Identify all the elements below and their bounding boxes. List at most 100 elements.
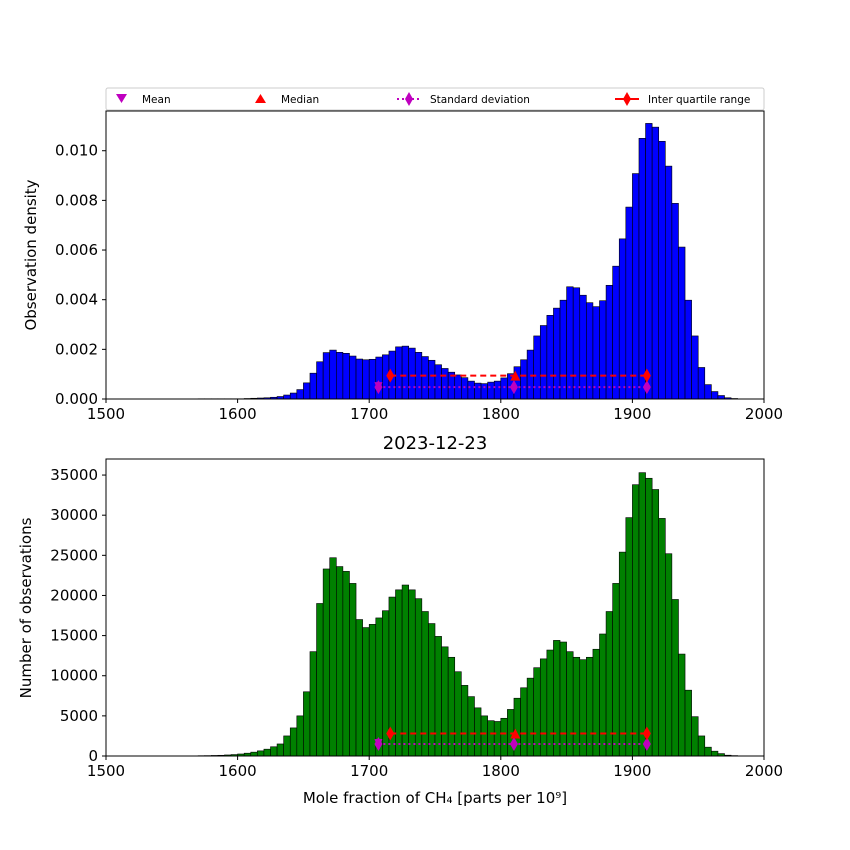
density-bar [711,391,719,400]
count-bar [414,598,423,757]
density-summary-stats [374,368,651,395]
density-bar [625,206,633,400]
count-x-tick-label: 1600 [219,762,257,780]
count-bar [362,627,370,757]
density-bar [645,123,653,400]
density-iqr-marker [386,368,395,383]
density-bar [303,382,311,400]
count-y-tick-label: 5000 [60,707,98,725]
density-iqr-marker [642,368,651,383]
count-bar [355,619,363,757]
legend-entry-inter-quartile-range: Inter quartile range [615,92,750,106]
density-bar [283,394,291,400]
density-bar [605,284,613,400]
count-bar [566,651,574,757]
density-bar [572,287,581,400]
legend: Mean Median Standard deviation Inter qua… [105,87,765,111]
count-axes-frame [105,458,765,757]
count-x-axis-label: Mole fraction of CH₄ [parts per 10⁹] [303,789,567,807]
legend-label-standard-deviation: Standard deviation [430,94,530,106]
count-bar [618,551,627,757]
count-bar [658,518,666,757]
count-bar [487,720,495,757]
density-bar [678,246,686,400]
count-x-tick-label: 1800 [482,762,520,780]
density-bar [474,382,482,400]
count-y-tick-label: 15000 [50,627,98,645]
median-marker-icon [255,94,266,103]
density-x-tick-label: 2000 [745,405,783,423]
density-bar [579,294,587,400]
count-bar [467,696,475,757]
count-y-axis-label: Number of observations [17,517,35,698]
count-bar [250,751,258,757]
count-bar [447,656,456,757]
std-marker-icon [405,92,413,106]
count-y-tick-label: 25000 [50,546,98,564]
count-std-center-marker [509,736,518,751]
count-bar [520,687,528,757]
legend-entry-standard-deviation: Standard deviation [397,92,530,106]
density-mean-marker [374,382,383,393]
density-bar [533,335,541,400]
density-bar [599,300,607,400]
count-bar [263,748,271,757]
density-y-tick-label: 0.008 [55,191,98,209]
count-bar [704,746,712,757]
count-y-tick-label: 30000 [50,506,98,524]
density-bar [335,352,344,400]
density-x-axis: 1500 1600 1700 1800 1900 2000 [87,399,783,423]
count-y-tick-label: 0 [88,747,98,765]
count-bar [329,557,337,757]
density-y-tick-label: 0.004 [55,291,98,309]
count-bar [480,715,488,757]
density-bar [467,380,475,400]
legend-entry-mean: Mean [116,94,171,106]
count-bar [335,566,344,757]
count-bar [276,743,284,757]
density-panel: 1500 1600 1700 1800 1900 2000 0.000 0.002 0.004… [22,110,783,423]
density-x-tick-label: 1800 [482,405,520,423]
count-bar [375,617,383,757]
count-y-tick-label: 10000 [50,667,98,685]
count-bar [691,716,699,757]
density-bar [296,389,304,400]
density-y-tick-label: 0.002 [55,340,98,358]
chart-title: 2023-12-23 [383,433,488,454]
count-bar [257,750,265,757]
density-bar [664,165,673,400]
density-x-tick-label: 1900 [613,405,651,423]
count-bar [697,735,706,757]
density-axes-frame [105,110,765,400]
count-bar [395,589,403,757]
count-bar [533,667,541,757]
count-y-tick-label: 35000 [50,466,98,484]
count-bar [711,750,719,757]
count-iqr-marker [386,726,395,741]
density-bar [566,286,574,400]
count-bar [592,648,600,757]
density-bar [500,377,508,400]
legend-entry-median: Median [255,94,319,106]
density-bar [586,302,594,400]
count-bar [638,472,646,757]
count-bar [678,653,686,757]
count-summary-stats [374,726,651,751]
count-bar [309,651,317,757]
count-bar [579,659,587,757]
count-bar [408,589,416,757]
density-bar [559,299,567,400]
count-x-tick-label: 1900 [613,762,651,780]
density-bar [408,347,416,400]
density-bar [322,352,331,400]
density-y-tick-label: 0.010 [55,142,98,160]
count-bar [316,603,324,757]
density-bar [316,361,324,400]
count-bar [625,517,633,757]
count-bar [322,568,331,757]
count-bar [651,489,660,757]
density-bar [487,381,495,400]
density-std-center-marker [509,380,518,395]
count-bar [553,640,561,757]
